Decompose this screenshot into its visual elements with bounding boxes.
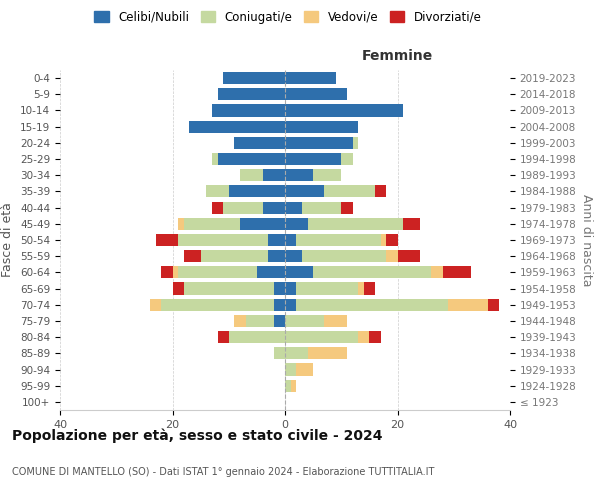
Text: Popolazione per età, sesso e stato civile - 2024: Popolazione per età, sesso e stato civil… (12, 428, 383, 443)
Bar (218, 153, 285, 165)
Bar (285, 137, 353, 149)
Bar (285, 120, 358, 132)
Bar (184, 250, 200, 262)
Bar (257, 266, 285, 278)
Bar (161, 298, 274, 311)
Bar (364, 282, 375, 294)
Bar (218, 331, 229, 343)
Legend: Celibi/Nubili, Coniugati/e, Vedovi/e, Divorziati/e: Celibi/Nubili, Coniugati/e, Vedovi/e, Di… (89, 6, 487, 28)
Bar (285, 234, 296, 246)
Bar (268, 250, 285, 262)
Bar (285, 218, 308, 230)
Bar (274, 348, 285, 360)
Bar (308, 218, 403, 230)
Bar (173, 266, 178, 278)
Bar (285, 282, 296, 294)
Bar (263, 169, 285, 181)
Bar (290, 380, 296, 392)
Bar (380, 234, 386, 246)
Bar (285, 104, 403, 117)
Bar (206, 186, 229, 198)
Bar (302, 202, 341, 213)
Bar (386, 234, 398, 246)
Text: Femmine: Femmine (362, 49, 433, 63)
Bar (212, 202, 223, 213)
Bar (358, 331, 370, 343)
Bar (229, 186, 285, 198)
Bar (229, 331, 285, 343)
Bar (285, 364, 296, 376)
Bar (161, 266, 173, 278)
Bar (313, 169, 341, 181)
Bar (212, 104, 285, 117)
Bar (285, 348, 308, 360)
Bar (358, 282, 364, 294)
Bar (178, 218, 184, 230)
Bar (308, 348, 347, 360)
Bar (285, 169, 313, 181)
Bar (398, 250, 420, 262)
Bar (240, 218, 285, 230)
Bar (296, 364, 313, 376)
Bar (386, 250, 398, 262)
Bar (223, 202, 263, 213)
Bar (285, 331, 358, 343)
Bar (302, 250, 386, 262)
Y-axis label: Anni di nascita: Anni di nascita (580, 194, 593, 286)
Bar (268, 234, 285, 246)
Bar (285, 88, 347, 101)
Bar (296, 298, 448, 311)
Bar (285, 315, 325, 327)
Y-axis label: Fasce di età: Fasce di età (1, 202, 14, 278)
Bar (448, 298, 487, 311)
Bar (285, 186, 325, 198)
Bar (285, 153, 341, 165)
Bar (296, 234, 380, 246)
Bar (296, 282, 358, 294)
Bar (235, 137, 285, 149)
Bar (403, 218, 420, 230)
Bar (274, 315, 285, 327)
Bar (240, 169, 263, 181)
Bar (218, 88, 285, 101)
Bar (285, 380, 290, 392)
Text: COMUNE DI MANTELLO (SO) - Dati ISTAT 1° gennaio 2024 - Elaborazione TUTTITALIA.I: COMUNE DI MANTELLO (SO) - Dati ISTAT 1° … (12, 467, 434, 477)
Bar (370, 331, 380, 343)
Bar (285, 266, 313, 278)
Bar (285, 298, 296, 311)
Bar (285, 202, 302, 213)
Bar (341, 202, 353, 213)
Bar (155, 234, 178, 246)
Bar (184, 282, 274, 294)
Bar (184, 218, 240, 230)
Bar (274, 282, 285, 294)
Bar (375, 186, 386, 198)
Bar (235, 315, 245, 327)
Bar (313, 266, 431, 278)
Bar (173, 282, 184, 294)
Bar (263, 202, 285, 213)
Bar (285, 250, 302, 262)
Bar (178, 266, 257, 278)
Bar (341, 153, 353, 165)
Bar (245, 315, 274, 327)
Bar (487, 298, 499, 311)
Bar (200, 250, 268, 262)
Bar (443, 266, 470, 278)
Bar (150, 298, 161, 311)
Bar (353, 137, 358, 149)
Bar (431, 266, 443, 278)
Bar (325, 186, 375, 198)
Bar (325, 315, 347, 327)
Bar (178, 234, 268, 246)
Bar (190, 120, 285, 132)
Bar (285, 72, 335, 84)
Bar (223, 72, 285, 84)
Bar (274, 298, 285, 311)
Bar (212, 153, 218, 165)
